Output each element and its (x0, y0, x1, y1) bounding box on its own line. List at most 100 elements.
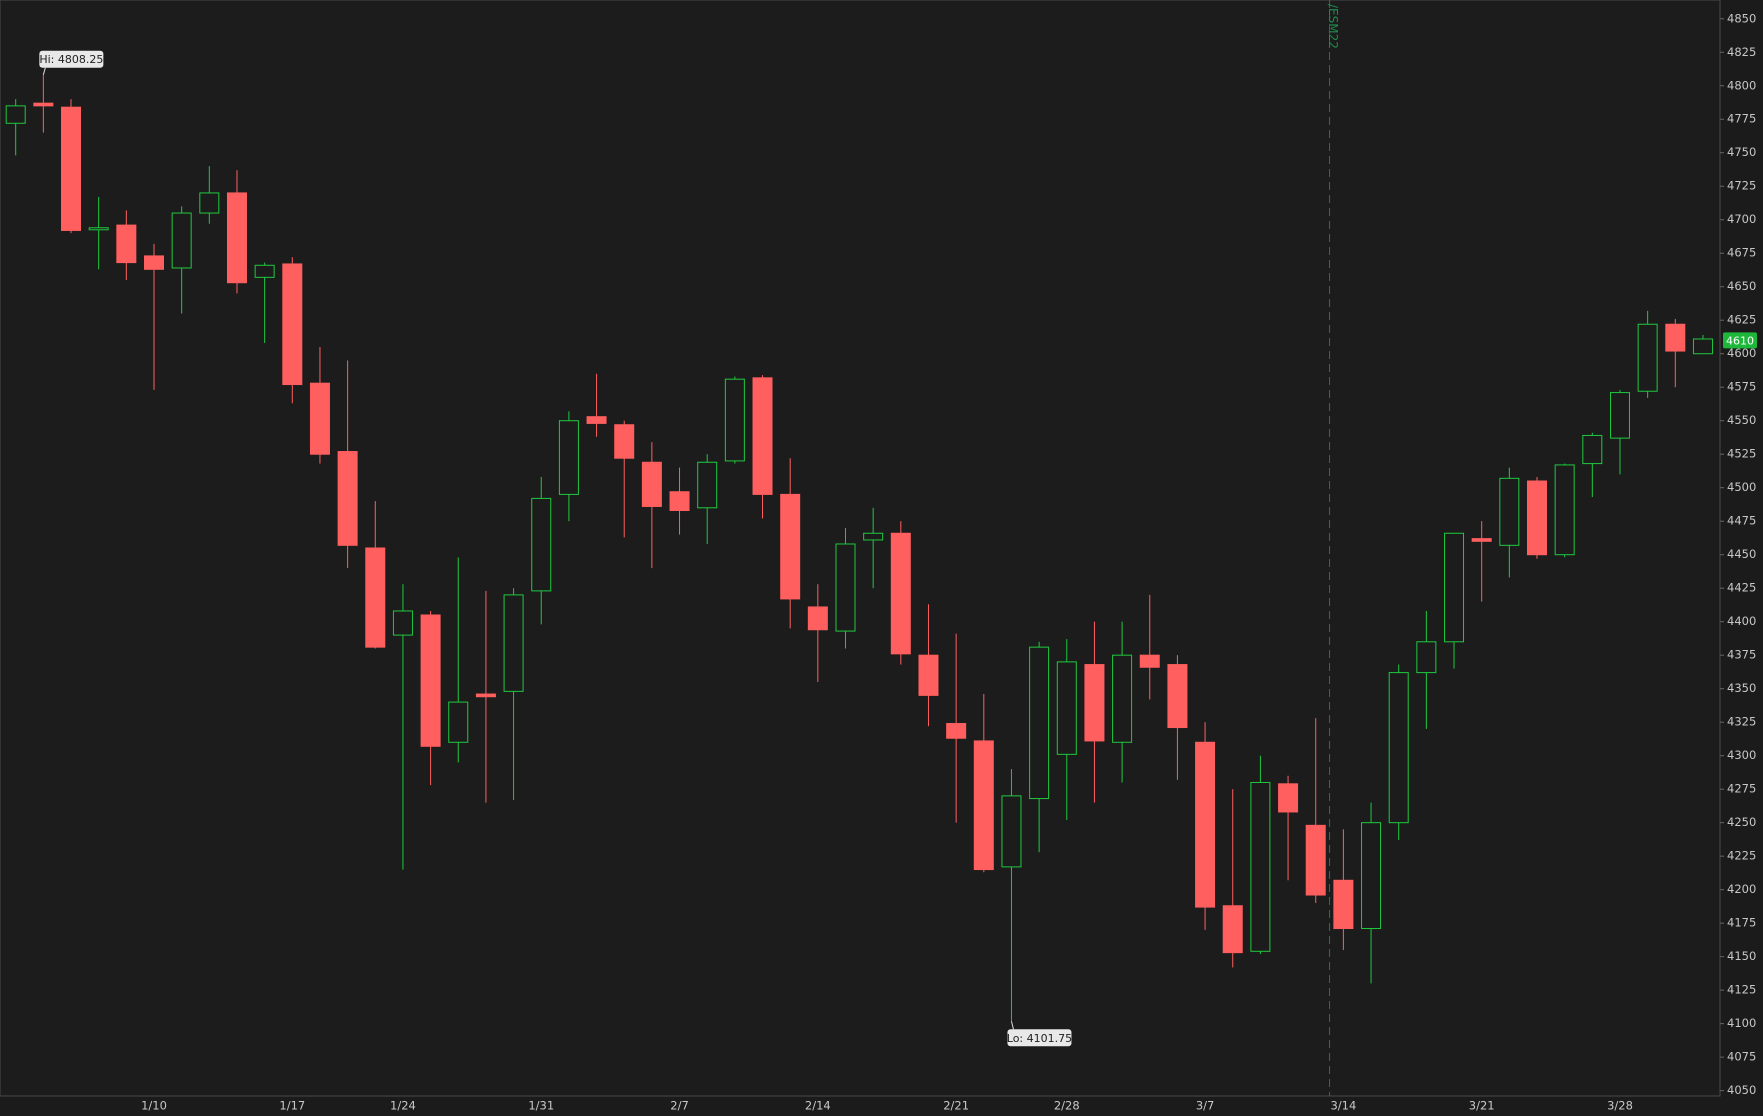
candle-body (531, 497, 552, 592)
candle-body (1056, 661, 1077, 755)
x-tick-label: 2/28 (1054, 1099, 1080, 1113)
y-tick-label: 4175 (1727, 916, 1756, 930)
candle-body (1001, 795, 1022, 868)
x-tick-label: 3/28 (1607, 1099, 1633, 1113)
candle-body (614, 424, 635, 459)
event-label: /ESM22 (1326, 4, 1340, 49)
candle-body (835, 543, 856, 632)
candle-body (475, 693, 496, 698)
y-tick-label: 4300 (1727, 748, 1756, 762)
candle-body (669, 491, 690, 511)
candle-body (337, 451, 358, 546)
y-tick-label: 4200 (1727, 882, 1756, 896)
y-tick-label: 4275 (1727, 782, 1756, 796)
candle-body (309, 382, 330, 455)
candle-body (1278, 783, 1299, 813)
x-tick-label: 2/14 (805, 1099, 831, 1113)
x-tick-label: 3/14 (1330, 1099, 1356, 1113)
candle-body (918, 654, 939, 696)
candle-body (752, 377, 773, 495)
candle-body (1637, 323, 1658, 392)
last-price-tag (1723, 332, 1757, 349)
candle-body (697, 461, 718, 509)
candle-body (1388, 672, 1409, 824)
y-tick-label: 4575 (1727, 380, 1756, 394)
candle-body (724, 378, 745, 462)
candle-body (61, 106, 82, 231)
candle-body (1692, 338, 1713, 355)
candle-body (1139, 654, 1160, 668)
price-callout: Hi: 4808.25 (39, 50, 104, 75)
candle-body (448, 701, 469, 743)
y-tick-label: 4750 (1727, 145, 1756, 159)
candle-body (1333, 879, 1354, 930)
x-tick-label: 1/17 (279, 1099, 305, 1113)
candle-body (1195, 741, 1216, 908)
y-tick-label: 4100 (1727, 1016, 1756, 1030)
y-tick-label: 4050 (1727, 1083, 1756, 1097)
candle-body (282, 263, 303, 386)
x-tick-label: 2/21 (943, 1099, 969, 1113)
y-tick-label: 4500 (1727, 480, 1756, 494)
x-tick-label: 1/10 (141, 1099, 167, 1113)
y-tick-label: 4525 (1727, 447, 1756, 461)
x-tick-label: 3/21 (1469, 1099, 1495, 1113)
y-tick-label: 4775 (1727, 112, 1756, 126)
y-tick-label: 4425 (1727, 581, 1756, 595)
y-tick-label: 4150 (1727, 949, 1756, 963)
y-tick-label: 4350 (1727, 681, 1756, 695)
y-tick-label: 4700 (1727, 212, 1756, 226)
y-tick-label: 4825 (1727, 45, 1756, 59)
candle-body (1112, 654, 1133, 743)
candle-body (807, 606, 828, 631)
y-tick-label: 4225 (1727, 849, 1756, 863)
y-tick-label: 4625 (1727, 313, 1756, 327)
y-tick-label: 4725 (1727, 179, 1756, 193)
candle-body (586, 416, 607, 424)
candle-body (1499, 477, 1520, 546)
candle-body (780, 493, 801, 600)
callout-label: Hi: 4808.25 (39, 53, 103, 66)
candle-body (946, 723, 967, 739)
candle-body (890, 532, 911, 655)
candle-body (5, 105, 26, 124)
candle-body (1609, 392, 1630, 439)
candle-body (1665, 323, 1686, 352)
candle-body (503, 594, 524, 692)
x-tick-label: 1/31 (528, 1099, 554, 1113)
candle-body (1471, 538, 1492, 542)
candle-body (1361, 822, 1382, 930)
callout-pointer (1010, 1021, 1014, 1030)
callout-pointer (42, 67, 46, 75)
candle-body (1250, 781, 1271, 952)
candle-body (365, 547, 386, 648)
candle-body (1222, 905, 1243, 954)
candle-body (392, 610, 413, 636)
callout-box (1007, 1029, 1072, 1047)
x-tick-label: 3/7 (1196, 1099, 1215, 1113)
candle-body (144, 255, 164, 270)
y-tick-label: 4325 (1727, 715, 1756, 729)
y-tick-label: 4375 (1727, 648, 1756, 662)
candle-body (1305, 824, 1326, 896)
y-tick-label: 4450 (1727, 547, 1756, 561)
y-tick-label: 4400 (1727, 614, 1756, 628)
y-tick-label: 4600 (1727, 346, 1756, 360)
candle-body (1582, 434, 1603, 465)
candle-body (1416, 641, 1437, 674)
candle-body (1029, 646, 1050, 800)
last-price-label: 4610 (1726, 334, 1754, 347)
candle-body (1084, 664, 1105, 742)
callout-label: Lo: 4101.75 (1007, 1032, 1072, 1045)
candle-body (199, 192, 220, 214)
plot-area (0, 0, 1721, 1097)
y-tick-label: 4475 (1727, 514, 1756, 528)
candle-body (973, 740, 994, 871)
y-tick-label: 4075 (1727, 1050, 1756, 1064)
candle-body (33, 102, 54, 107)
candle-body (558, 420, 579, 495)
callout-box (39, 50, 104, 68)
y-tick-label: 4675 (1727, 246, 1756, 260)
